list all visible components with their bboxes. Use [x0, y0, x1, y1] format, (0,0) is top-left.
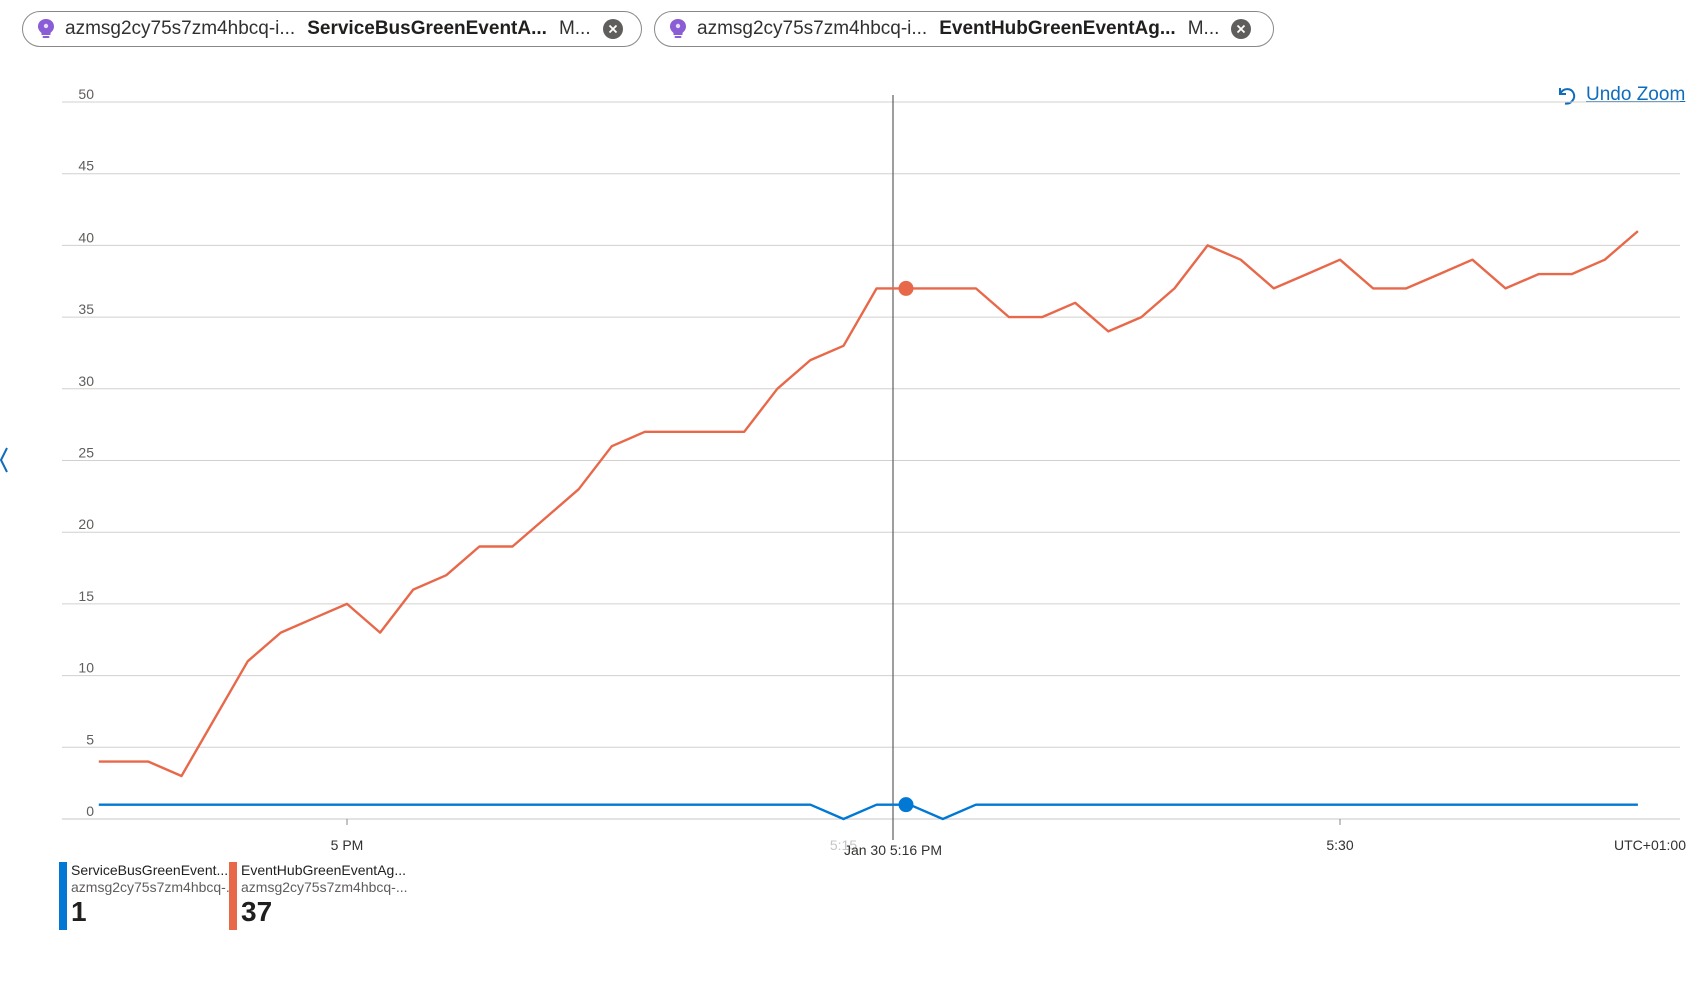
x-axis: 5 PM 5:30 — [331, 819, 1354, 853]
y-tick-label: 10 — [78, 660, 94, 676]
y-tick-label: 45 — [78, 158, 94, 174]
pill-metric-name: EventHubGreenEventAg... — [939, 18, 1176, 39]
legend-value: 37 — [241, 896, 273, 927]
y-tick-label: 0 — [86, 803, 94, 819]
series-line-0 — [98, 803, 1638, 821]
chart-series — [98, 230, 1639, 821]
line-chart[interactable]: 0 5 10 15 20 25 30 35 40 45 50 5 PM 5:30 5:15 UTC+0… — [0, 0, 1701, 860]
highlight-point — [898, 280, 914, 296]
x-tick-label: 5:30 — [1326, 837, 1353, 853]
legend-series-name: EventHubGreenEventAg... — [241, 862, 406, 878]
legend-item-service-bus[interactable]: ServiceBusGreenEvent... azmsg2cy75s7zm4h… — [59, 862, 238, 930]
legend-color-bar — [229, 862, 237, 930]
series-line-1 — [98, 230, 1639, 778]
y-tick-label: 5 — [86, 731, 94, 747]
undo-zoom-label: Undo Zoom — [1586, 84, 1686, 105]
x-tick-label: 5 PM — [331, 837, 364, 853]
pill-resource-name: azmsg2cy75s7zm4hbcq-i... — [697, 18, 928, 39]
metric-pill-event-hub[interactable]: azmsg2cy75s7zm4hbcq-i... EventHubGreenEv… — [654, 11, 1274, 47]
highlight-point — [898, 797, 914, 813]
y-tick-label: 30 — [78, 373, 94, 389]
crosshair-time-label: Jan 30 5:16 PM — [844, 842, 942, 858]
legend-item-event-hub[interactable]: EventHubGreenEventAg... azmsg2cy75s7zm4h… — [229, 862, 421, 930]
pill-aggregation: M... — [558, 18, 591, 39]
timezone-label: UTC+01:00 — [1614, 837, 1686, 853]
chevron-left-icon[interactable] — [0, 447, 10, 473]
y-tick-label: 20 — [78, 516, 94, 532]
x-tick-label-faded: 5:15 — [830, 837, 857, 853]
metric-pill-service-bus[interactable]: azmsg2cy75s7zm4hbcq-i... ServiceBusGreen… — [22, 11, 642, 47]
chart-grid — [62, 101, 1680, 820]
y-tick-label: 35 — [78, 301, 94, 317]
pill-resource-name: azmsg2cy75s7zm4hbcq-i... — [65, 18, 296, 39]
lightbulb-icon — [669, 18, 687, 40]
lightbulb-icon — [37, 18, 55, 40]
legend-color-bar — [59, 862, 67, 930]
undo-icon — [1559, 88, 1576, 105]
legend-resource-name: azmsg2cy75s7zm4hbcq-... — [71, 879, 238, 895]
undo-zoom-button[interactable]: Undo Zoom — [1556, 83, 1685, 107]
y-tick-label: 25 — [78, 445, 94, 461]
pill-aggregation: M... — [1187, 18, 1220, 39]
pill-metric-name: ServiceBusGreenEventA... — [307, 18, 547, 39]
y-tick-label: 50 — [78, 86, 94, 102]
y-tick-label: 15 — [78, 588, 94, 604]
chart-highlight-markers — [898, 280, 914, 813]
legend-resource-name: azmsg2cy75s7zm4hbcq-... — [241, 879, 408, 895]
y-axis: 0 5 10 15 20 25 30 35 40 45 50 — [78, 86, 94, 819]
legend-series-name: ServiceBusGreenEvent... — [71, 862, 229, 878]
close-icon[interactable] — [602, 19, 623, 39]
legend-value: 1 — [71, 896, 87, 927]
close-icon[interactable] — [1231, 19, 1252, 39]
y-tick-label: 40 — [78, 229, 94, 245]
